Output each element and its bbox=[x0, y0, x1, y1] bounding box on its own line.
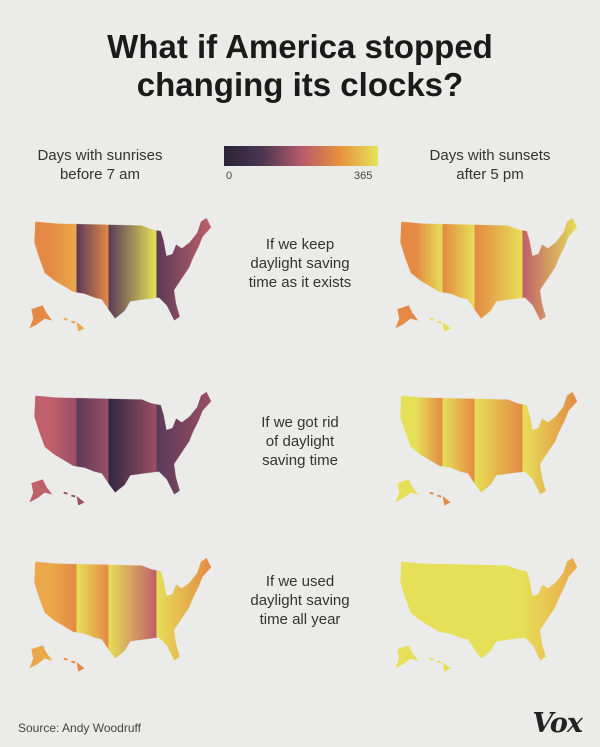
sunrise-map-no-dst bbox=[18, 382, 218, 507]
label-line: Days with sunsets bbox=[429, 147, 551, 164]
alaska bbox=[395, 479, 419, 503]
caption-line: saving time bbox=[262, 452, 338, 469]
caption-dst-as-is: If we keep daylight saving time as it ex… bbox=[210, 235, 390, 292]
hawaii bbox=[429, 491, 451, 506]
vox-logo: Vox bbox=[532, 708, 583, 739]
alaska bbox=[29, 479, 53, 503]
title-line: changing its clocks? bbox=[136, 66, 464, 103]
sunrise-map-permanent-dst bbox=[18, 548, 218, 673]
caption-line: time all year bbox=[259, 611, 341, 628]
label-line: before 7 am bbox=[59, 166, 141, 183]
alaska bbox=[395, 645, 419, 669]
caption-line: If we used bbox=[265, 573, 335, 590]
sunset-map-dst-as-is bbox=[384, 208, 584, 333]
color-scale-bar bbox=[224, 146, 378, 166]
caption-permanent-dst: If we used daylight saving time all year bbox=[210, 572, 390, 629]
alaska bbox=[395, 305, 419, 329]
hawaii bbox=[63, 491, 85, 506]
scale-min: 0 bbox=[226, 170, 233, 182]
sunrise-map-dst-as-is bbox=[18, 208, 218, 333]
caption-line: If we got rid bbox=[261, 414, 339, 431]
contiguous-us bbox=[34, 557, 212, 661]
source-credit: Source: Andy Woodruff bbox=[18, 721, 141, 735]
contiguous-us bbox=[34, 217, 212, 321]
label-line: Days with sunrises bbox=[37, 147, 163, 164]
caption-line: of daylight bbox=[265, 433, 335, 450]
title-line: What if America stopped bbox=[107, 28, 493, 65]
label-line: after 5 pm bbox=[456, 166, 524, 183]
hawaii bbox=[63, 657, 85, 672]
hawaii bbox=[429, 657, 451, 672]
scale-max: 365 bbox=[354, 170, 373, 182]
sunset-legend-label: Days with sunsets after 5 pm bbox=[390, 146, 590, 184]
contiguous-us bbox=[400, 557, 578, 661]
title: What if America stopped changing its clo… bbox=[0, 28, 600, 104]
caption-line: daylight saving bbox=[250, 592, 350, 609]
contiguous-us bbox=[34, 391, 212, 495]
contiguous-us bbox=[400, 217, 578, 321]
hawaii bbox=[63, 317, 85, 332]
alaska bbox=[29, 645, 53, 669]
caption-line: time as it exists bbox=[248, 274, 352, 291]
sunrise-legend-label: Days with sunrises before 7 am bbox=[0, 146, 200, 184]
caption-line: daylight saving bbox=[250, 255, 350, 272]
contiguous-us bbox=[400, 391, 578, 495]
caption-line: If we keep bbox=[265, 236, 335, 253]
sunset-map-no-dst bbox=[384, 382, 584, 507]
sunset-map-permanent-dst bbox=[384, 548, 584, 673]
caption-no-dst: If we got rid of daylight saving time bbox=[210, 413, 390, 470]
hawaii bbox=[429, 317, 451, 332]
alaska bbox=[29, 305, 53, 329]
